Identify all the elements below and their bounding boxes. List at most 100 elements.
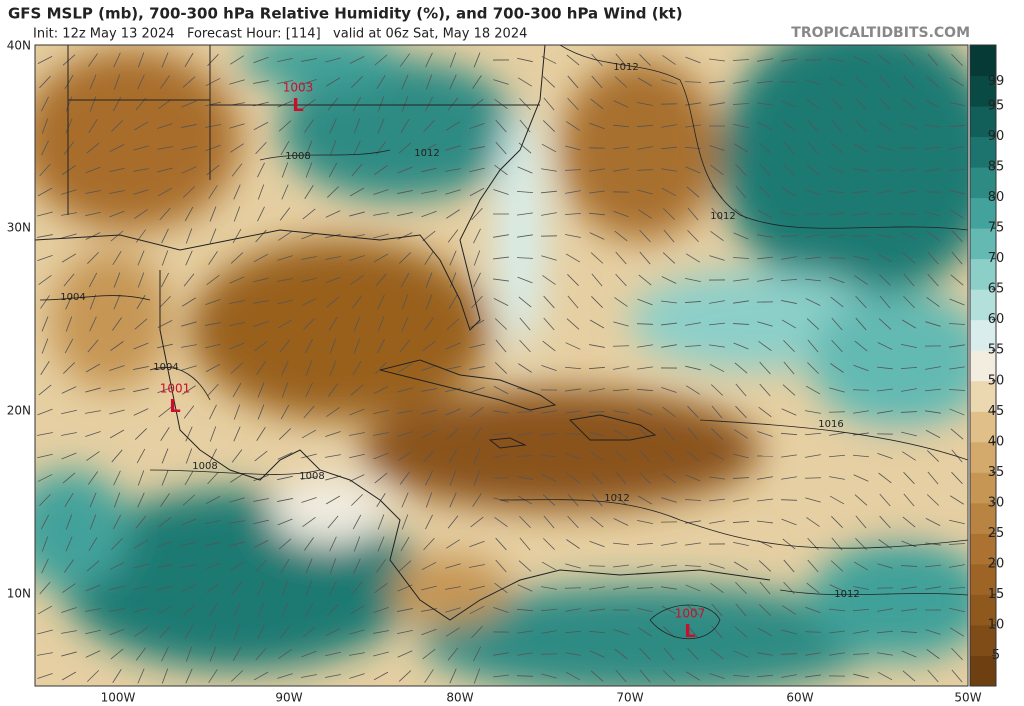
wind-barb: [709, 563, 725, 569]
wind-barb: [614, 494, 628, 506]
wind-barb: [449, 668, 457, 684]
wind-barb: [113, 470, 121, 486]
wind-barb: [564, 630, 582, 634]
wind-barb: [517, 584, 533, 592]
wind-barb: [614, 297, 628, 307]
wind-barb: [541, 168, 557, 172]
wind-barb: [591, 296, 603, 308]
wind-barb: [325, 57, 341, 63]
wind-barb: [469, 585, 485, 591]
wind-barb: [447, 97, 459, 111]
wind-barb: [182, 494, 196, 506]
wind-barb: [422, 340, 436, 352]
wind-barb: [401, 294, 409, 310]
wind-barb: [517, 212, 533, 216]
wind-barb: [230, 362, 244, 374]
wind-barb: [277, 100, 293, 108]
wind-barb: [352, 360, 362, 376]
wind-barb: [829, 234, 845, 238]
wind-barb: [590, 516, 604, 528]
wind-barb: [757, 102, 773, 106]
wind-barb: [662, 252, 676, 264]
wind-barb: [925, 629, 941, 635]
wind-barb: [613, 586, 629, 590]
wind-barb: [949, 77, 965, 87]
wind-barb: [951, 471, 963, 485]
wind-barb: [900, 565, 918, 567]
wind-barb: [711, 207, 723, 221]
wind-barb: [710, 582, 724, 594]
wind-barb: [806, 164, 820, 176]
wind-barb: [397, 431, 413, 437]
wind-barb: [783, 339, 795, 353]
wind-barb: [877, 388, 893, 392]
wind-barb: [397, 629, 413, 635]
wind-barb: [469, 366, 485, 370]
wind-barb: [519, 515, 531, 529]
wind-barb: [854, 340, 868, 352]
wind-barb: [516, 411, 534, 413]
wind-barb: [588, 565, 606, 567]
wind-barb: [38, 384, 52, 396]
wind-barb: [878, 472, 892, 484]
wind-barb: [901, 586, 917, 590]
wind-barb: [229, 342, 245, 350]
wind-barb: [278, 538, 292, 550]
wind-barb: [733, 300, 749, 304]
wind-barb: [711, 405, 723, 419]
isobar-label: 1012: [834, 589, 859, 600]
wind-barb: [949, 366, 965, 370]
wind-barb: [685, 166, 701, 174]
wind-barb: [449, 272, 457, 288]
wind-barb: [542, 76, 556, 88]
wind-barb: [927, 471, 939, 485]
wind-barb: [879, 75, 891, 89]
wind-barb: [781, 256, 797, 260]
wind-barb: [780, 235, 798, 237]
wind-barb: [903, 53, 915, 67]
low-symbol: L: [684, 621, 695, 642]
wind-barb: [205, 144, 221, 152]
wind-barb: [901, 319, 917, 329]
wind-barb: [687, 647, 699, 661]
wind-barb: [349, 408, 365, 416]
wind-barb: [325, 454, 341, 458]
wind-barb: [806, 517, 820, 527]
wind-barb: [325, 233, 341, 239]
wind-barb: [925, 124, 941, 128]
wind-barb: [757, 431, 773, 437]
wind-barb: [158, 406, 172, 418]
wind-barb: [184, 206, 194, 222]
colorbar-segment: [970, 472, 996, 504]
wind-barb: [207, 53, 219, 67]
wind-barb: [565, 388, 581, 392]
wind-barb: [757, 520, 773, 524]
wind-barb: [615, 450, 627, 462]
wind-barb: [229, 497, 245, 503]
wind-barb: [351, 163, 363, 177]
wind-barb: [229, 541, 245, 547]
wind-barb: [950, 274, 964, 286]
wind-barb: [828, 454, 846, 458]
wind-barb: [353, 118, 361, 134]
wind-barb: [589, 650, 605, 658]
wind-barb: [424, 669, 434, 683]
wind-barb: [397, 608, 413, 612]
wind-barb: [732, 323, 750, 325]
wind-barb: [927, 53, 939, 67]
wind-barb: [925, 586, 941, 590]
wind-barb: [397, 211, 413, 217]
wind-barb: [901, 540, 917, 548]
wind-barb: [157, 564, 173, 568]
wind-barb: [349, 255, 365, 261]
wind-barb: [591, 471, 603, 485]
wind-barb: [685, 584, 701, 592]
wind-barb: [565, 234, 581, 238]
wind-barb: [519, 537, 531, 551]
wind-barb: [951, 251, 963, 265]
wind-barb: [207, 383, 219, 397]
wind-barb: [734, 208, 748, 220]
wind-barb: [88, 53, 98, 67]
wind-barb: [253, 121, 269, 131]
wind-barb: [589, 212, 605, 216]
